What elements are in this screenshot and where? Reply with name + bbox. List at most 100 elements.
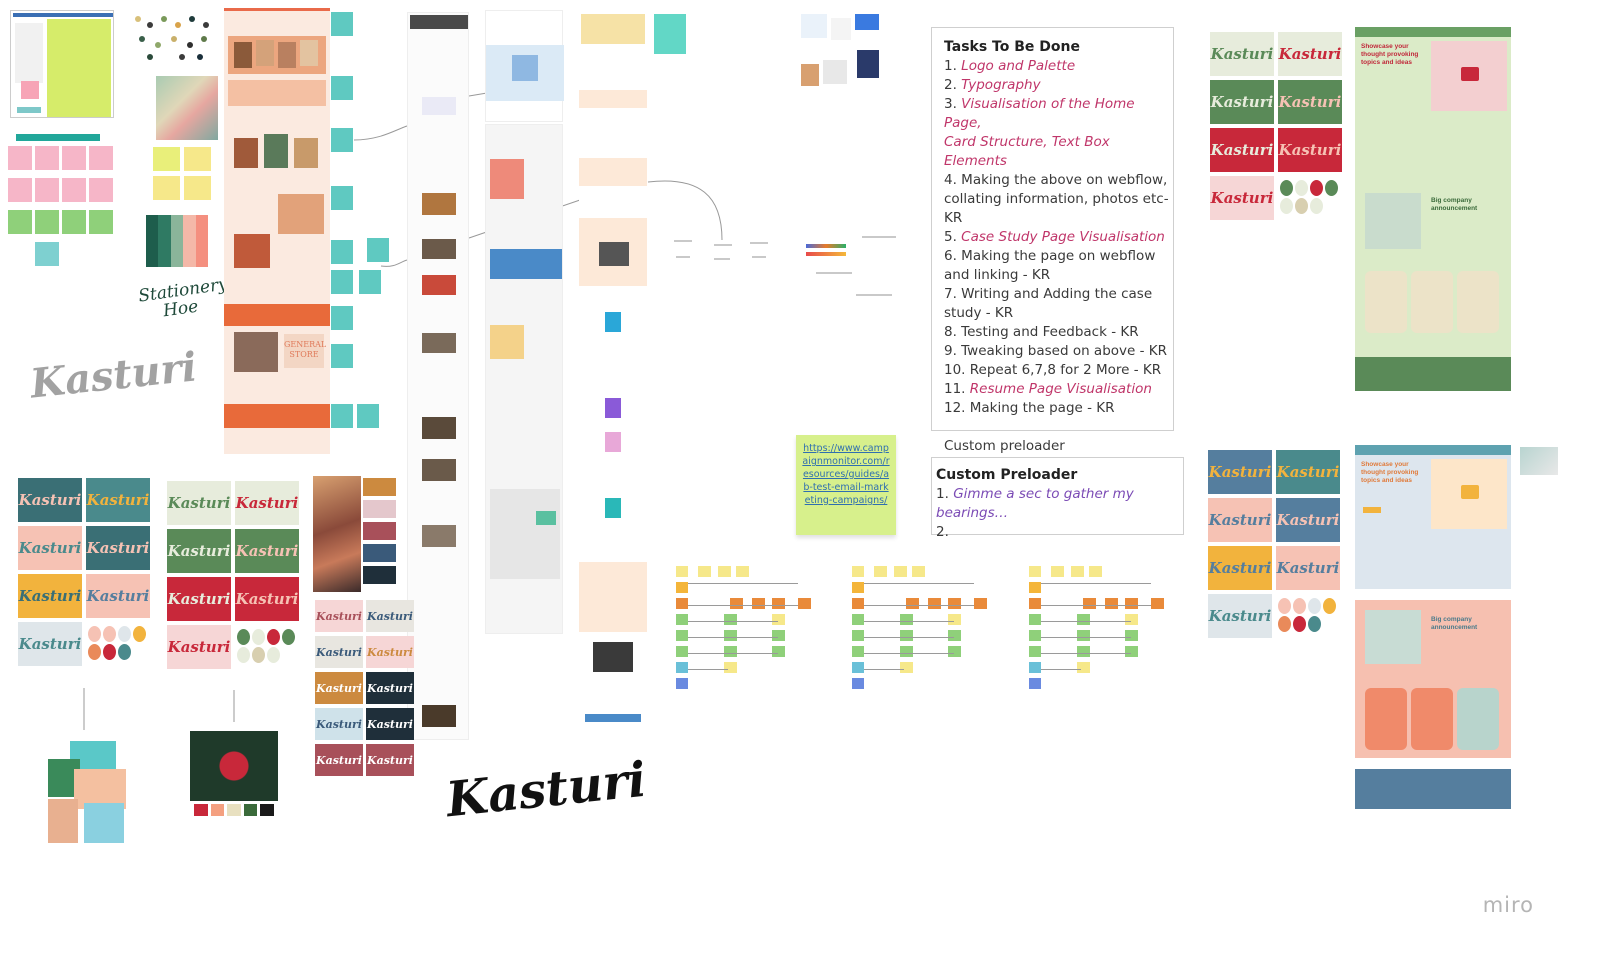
kasturi-logo-tile[interactable]: Kasturi bbox=[1278, 80, 1342, 124]
campaign-monitor-link[interactable]: https://www.campaignmonitor.com/resource… bbox=[802, 443, 890, 506]
task-link[interactable]: Card Structure, Text Box Elements bbox=[944, 134, 1110, 169]
kasturi-logo-tile[interactable]: Kasturi bbox=[167, 577, 231, 621]
flow-sticky[interactable] bbox=[1125, 646, 1138, 657]
flow-sticky[interactable] bbox=[1071, 566, 1084, 577]
link-sticky-note[interactable]: https://www.campaignmonitor.com/resource… bbox=[796, 435, 896, 535]
sticky-note[interactable] bbox=[62, 178, 86, 202]
flow-sticky[interactable] bbox=[676, 662, 688, 673]
long-page-mockup[interactable] bbox=[407, 12, 469, 740]
kasturi-logo-tile[interactable]: Kasturi bbox=[1210, 32, 1274, 76]
sticky-note[interactable] bbox=[184, 176, 211, 200]
task-item[interactable]: 2. Typography bbox=[944, 76, 1173, 95]
flow-sticky[interactable] bbox=[772, 598, 785, 609]
flow-sticky[interactable] bbox=[852, 566, 864, 577]
footer-bar-blue[interactable] bbox=[1355, 769, 1511, 809]
tasks-panel[interactable]: Tasks To Be Done 1. Logo and Palette 2. T… bbox=[931, 27, 1174, 454]
kasturi-logo-tile[interactable]: Kasturi bbox=[1208, 594, 1272, 638]
flow-sticky[interactable] bbox=[1077, 630, 1090, 641]
flow-sticky[interactable] bbox=[772, 630, 785, 641]
sticky-note[interactable] bbox=[331, 306, 353, 330]
kasturi-logo-tile[interactable]: Kasturi bbox=[1276, 546, 1340, 590]
floral-illustration[interactable] bbox=[156, 76, 218, 140]
homepage-mockup-green[interactable]: Showcase your thought provoking topics a… bbox=[1355, 27, 1511, 391]
kasturi-logo-tile[interactable]: Kasturi bbox=[1278, 32, 1342, 76]
flow-sticky[interactable] bbox=[1029, 630, 1041, 641]
flow-sticky[interactable] bbox=[1077, 614, 1090, 625]
flow-sticky[interactable] bbox=[1089, 566, 1102, 577]
sticky-note[interactable] bbox=[62, 146, 86, 170]
kasturi-logo-tile[interactable]: Kasturi bbox=[235, 577, 299, 621]
flow-sticky[interactable] bbox=[724, 630, 737, 641]
kasturi-logo-tile[interactable]: Kasturi bbox=[167, 625, 231, 669]
flow-sticky[interactable] bbox=[724, 614, 737, 625]
kasturi-logo-tile[interactable]: Kasturi bbox=[315, 744, 363, 776]
planning-board-thumbnail[interactable] bbox=[10, 10, 114, 118]
flow-sticky[interactable] bbox=[676, 646, 688, 657]
sticky-note[interactable] bbox=[153, 147, 180, 171]
flow-sticky[interactable] bbox=[772, 646, 785, 657]
flow-sticky[interactable] bbox=[772, 614, 785, 625]
flow-sticky[interactable] bbox=[1029, 662, 1041, 673]
kasturi-logo-tile[interactable]: Kasturi bbox=[1208, 450, 1272, 494]
flow-sticky[interactable] bbox=[752, 598, 765, 609]
flow-sticky[interactable] bbox=[894, 566, 907, 577]
kasturi-logo-tile[interactable]: Kasturi bbox=[1276, 498, 1340, 542]
task-item[interactable]: 5. Case Study Page Visualisation bbox=[944, 228, 1173, 247]
flow-sticky[interactable] bbox=[730, 598, 743, 609]
flow-sticky[interactable] bbox=[900, 614, 913, 625]
kasturi-logo-tile[interactable]: Kasturi bbox=[235, 481, 299, 525]
sticky-note[interactable] bbox=[331, 12, 353, 36]
flow-sticky[interactable] bbox=[852, 582, 864, 593]
flow-sticky[interactable] bbox=[736, 566, 749, 577]
flow-sticky[interactable] bbox=[852, 678, 864, 689]
kasturi-logo-tile[interactable]: Kasturi bbox=[1210, 80, 1274, 124]
flow-sticky[interactable] bbox=[874, 566, 887, 577]
sticky-note[interactable] bbox=[8, 146, 32, 170]
kasturi-logo-tile[interactable]: Kasturi bbox=[18, 574, 82, 618]
kasturi-logo-tile[interactable]: Kasturi bbox=[86, 526, 150, 570]
flow-sticky[interactable] bbox=[676, 566, 688, 577]
task-link[interactable]: Visualisation of the Home Page, bbox=[944, 96, 1135, 131]
task-item[interactable]: Card Structure, Text Box Elements bbox=[944, 133, 1173, 171]
kasturi-logo-tile[interactable]: Kasturi bbox=[1208, 546, 1272, 590]
kasturi-logo-tile[interactable]: Kasturi bbox=[366, 600, 414, 632]
flow-sticky[interactable] bbox=[974, 598, 987, 609]
sticky-note[interactable] bbox=[357, 404, 379, 428]
flow-sticky[interactable] bbox=[948, 598, 961, 609]
flow-sticky[interactable] bbox=[1125, 598, 1138, 609]
flow-sticky[interactable] bbox=[1029, 646, 1041, 657]
task-link[interactable]: Logo and Palette bbox=[961, 58, 1076, 74]
kasturi-logo-tile[interactable]: Kasturi bbox=[366, 708, 414, 740]
sticky-note[interactable] bbox=[331, 186, 353, 210]
flow-sticky[interactable] bbox=[948, 630, 961, 641]
flow-sticky[interactable] bbox=[1125, 630, 1138, 641]
task-link[interactable]: Case Study Page Visualisation bbox=[961, 229, 1165, 245]
flow-sticky[interactable] bbox=[948, 646, 961, 657]
flow-sticky[interactable] bbox=[852, 630, 864, 641]
flow-sticky[interactable] bbox=[852, 614, 864, 625]
kasturi-logo-tile[interactable]: Kasturi bbox=[86, 574, 150, 618]
flow-sticky[interactable] bbox=[852, 646, 864, 657]
flow-sticky[interactable] bbox=[1029, 614, 1041, 625]
kasturi-logo-tile[interactable]: Kasturi bbox=[1210, 176, 1274, 220]
flow-sticky[interactable] bbox=[1151, 598, 1164, 609]
teal-card[interactable] bbox=[654, 14, 686, 54]
kasturi-logo-tile[interactable]: Kasturi bbox=[366, 744, 414, 776]
kasturi-logo-tile[interactable]: Kasturi bbox=[1208, 498, 1272, 542]
kasturi-logo-tile[interactable]: Kasturi bbox=[18, 526, 82, 570]
flow-sticky[interactable] bbox=[1029, 678, 1041, 689]
screens-collage[interactable] bbox=[801, 14, 881, 94]
flow-sticky[interactable] bbox=[724, 662, 737, 673]
kasturi-logo-tile[interactable]: Kasturi bbox=[315, 636, 363, 668]
page-mockup-blue[interactable] bbox=[485, 10, 564, 122]
kasturi-logo-tile[interactable]: Kasturi bbox=[86, 478, 150, 522]
sticky-note[interactable] bbox=[35, 146, 59, 170]
flow-sticky[interactable] bbox=[900, 646, 913, 657]
sticky-note[interactable] bbox=[331, 128, 353, 152]
sticky-note[interactable] bbox=[184, 147, 211, 171]
homepage-mockup-blue[interactable]: Showcase your thought provoking topics a… bbox=[1355, 445, 1511, 589]
task-item[interactable]: 3. Visualisation of the Home Page, bbox=[944, 95, 1173, 133]
flow-sticky[interactable] bbox=[1077, 646, 1090, 657]
kasturi-logo-tile[interactable]: Kasturi bbox=[1276, 450, 1340, 494]
task-link[interactable]: Typography bbox=[961, 77, 1041, 93]
